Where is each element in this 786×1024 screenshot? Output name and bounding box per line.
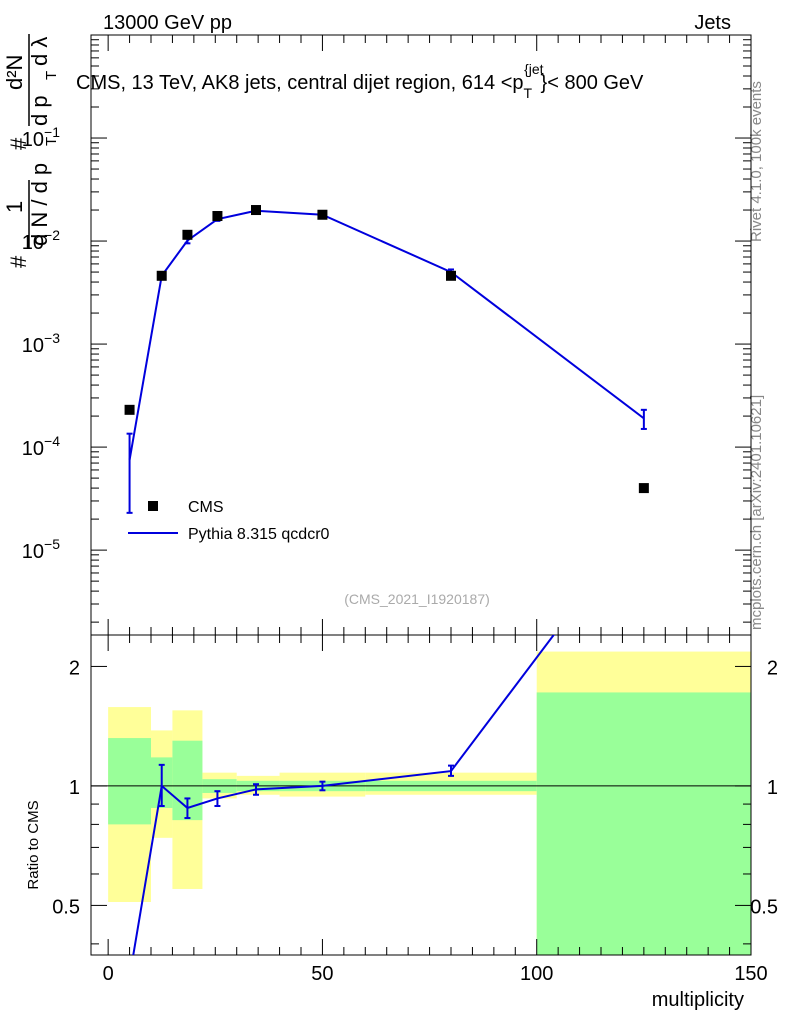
ratio-y-tick-label-left: 0.5 <box>52 896 80 918</box>
y-tick-base: 10 <box>22 129 44 151</box>
header-left: 13000 GeV pp <box>103 12 232 34</box>
x-tick-label: 0 <box>103 963 114 985</box>
cms-data-point <box>182 229 193 240</box>
header-right: Jets <box>694 12 731 34</box>
ratio-curve <box>132 635 555 955</box>
y-tick-label: 10−3 <box>22 330 60 357</box>
y-label-hash-1: # <box>6 255 31 268</box>
cms-data-point <box>251 205 261 216</box>
ratio-bands <box>108 651 751 955</box>
y-tick-base: 10 <box>22 541 44 563</box>
mcplots-label: mcplots.cern.ch [arXiv:2401.10621] <box>748 395 765 630</box>
analysis-watermark: (CMS_2021_I1920187) <box>344 591 490 607</box>
y-tick-base: 10 <box>22 232 44 254</box>
y-tick-label: 10−1 <box>22 124 60 151</box>
x-tick-label: 50 <box>311 963 333 985</box>
cms-data-point <box>446 270 456 281</box>
y-tick-base: 10 <box>22 335 44 357</box>
y-tick-base: 10 <box>22 438 44 460</box>
y-label-dN: d N / d p <box>27 163 52 246</box>
y-label-one: 1 <box>2 201 27 213</box>
x-tick-label: 100 <box>520 963 553 985</box>
y-tick-label: 10−4 <box>22 433 60 460</box>
ratio-y-label: Ratio to CMS <box>25 800 42 889</box>
y-tick-label: 10−5 <box>22 536 60 563</box>
uncertainty-band-green <box>108 738 151 825</box>
legend-label-pythia: Pythia 8.315 qcdcr0 <box>188 526 330 543</box>
y-label-d2N: d²N <box>2 55 27 90</box>
legend-marker-cms <box>148 501 158 511</box>
legend-label-cms: CMS <box>188 499 224 516</box>
axis-ticks <box>91 34 752 955</box>
y-tick-exp: −3 <box>44 330 60 346</box>
cms-data-point <box>212 211 223 222</box>
ratio-panel-data <box>91 635 751 955</box>
bottom-panel-frame <box>90 634 752 956</box>
ratio-y-tick-label-left: 1 <box>69 777 80 799</box>
top-panel-data <box>124 205 649 514</box>
ratio-y-tick-label-left: 2 <box>69 657 80 679</box>
x-axis-label: multiplicity <box>652 989 744 1011</box>
plot-title: CMS, 13 TeV, AK8 jets, central dijet reg… <box>76 61 644 101</box>
cms-data-point <box>638 483 649 494</box>
cms-data-point <box>156 270 167 281</box>
y-label-T: T <box>43 137 60 146</box>
top-panel-frame <box>90 34 752 636</box>
rivet-version-label: Rivet 4.1.0, 100k events <box>748 81 765 242</box>
cms-data-point <box>124 404 135 415</box>
y-label-dlambda: d λ <box>27 37 52 66</box>
y-tick-exp: −4 <box>44 433 60 449</box>
ratio-y-tick-label-right: 0.5 <box>750 896 778 918</box>
y-label-dp: d p <box>27 95 52 126</box>
y-label-hash-2: # <box>6 137 31 150</box>
cms-data-point <box>317 209 328 220</box>
y-tick-label: 10−2 <box>22 227 60 254</box>
pythia-curve <box>128 209 645 461</box>
x-tick-label: 150 <box>734 963 767 985</box>
y-label-T2: T <box>43 71 60 80</box>
ratio-y-tick-label-right: 2 <box>767 657 778 679</box>
y-tick-exp: −2 <box>44 227 60 243</box>
y-axis-label: # 1 d N / d p T # d²N d p T d λ <box>2 34 60 268</box>
ratio-y-tick-label-right: 1 <box>767 777 778 799</box>
y-tick-exp: −1 <box>44 124 60 140</box>
uncertainty-band-green <box>536 692 751 955</box>
legend: CMS Pythia 8.315 qcdcr0 <box>128 499 330 543</box>
y-tick-exp: −5 <box>44 536 60 552</box>
